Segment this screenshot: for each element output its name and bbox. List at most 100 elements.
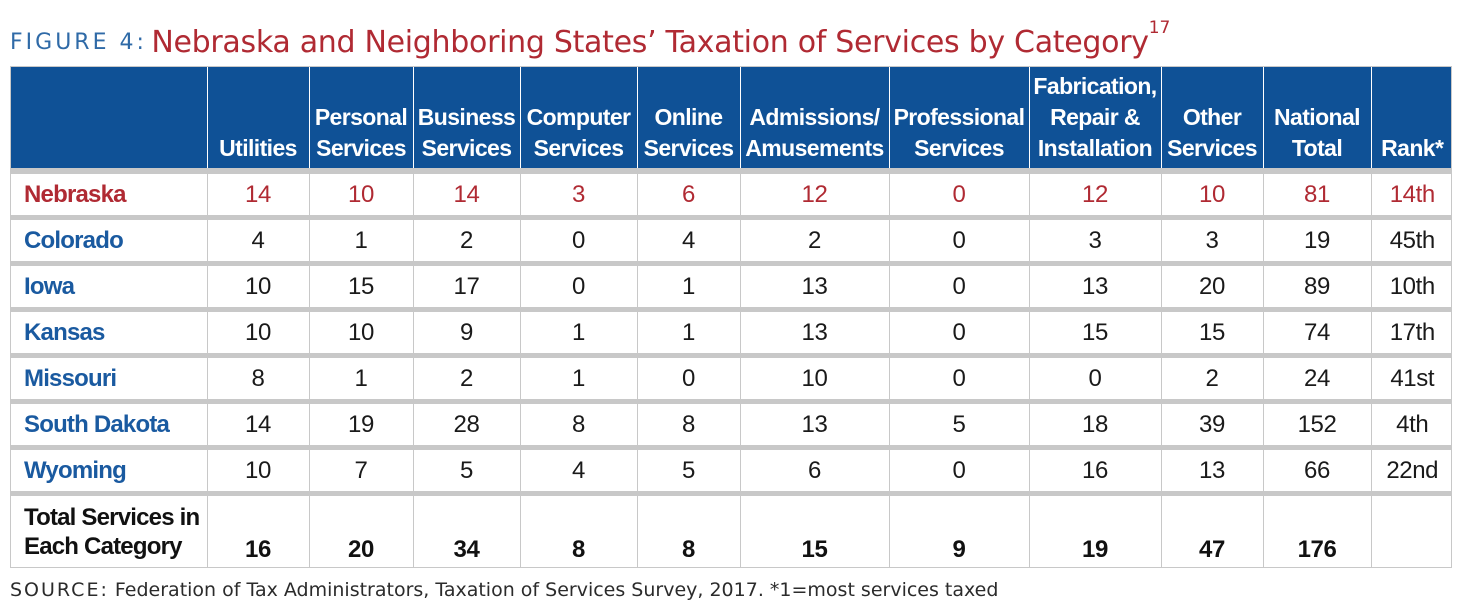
header-row: Utilities Personal Services Business Ser… xyxy=(11,67,1451,171)
table-cell: 15 xyxy=(1028,307,1161,356)
table-cell: 89 xyxy=(1262,261,1371,310)
state-name-cell: Kansas xyxy=(11,307,207,356)
source-label: SOURCE: xyxy=(10,579,109,601)
table-cell: 0 xyxy=(1028,353,1161,402)
table-cell: 14 xyxy=(206,399,309,448)
header-cell-admissions-amusements: Admissions/ Amusements xyxy=(739,67,889,171)
header-cell-computer-services: Computer Services xyxy=(519,67,637,171)
table-cell: 4th xyxy=(1370,399,1451,448)
table-cell: 10 xyxy=(206,307,309,356)
table-cell: 15 xyxy=(1160,307,1263,356)
total-cell: 9 xyxy=(888,491,1029,567)
source-note: SOURCE: Federation of Tax Administrators… xyxy=(10,577,998,603)
table-cell: 4 xyxy=(206,215,309,264)
table-cell: 41st xyxy=(1370,353,1451,402)
table-cell: 7 xyxy=(308,445,413,494)
total-cell: 8 xyxy=(519,491,637,567)
table-cell: 2 xyxy=(1160,353,1263,402)
total-label-cell: Total Services in Each Category xyxy=(11,491,207,567)
table-cell: 17 xyxy=(412,261,520,310)
table-cell: 1 xyxy=(519,307,637,356)
header-cell-national-total: National Total xyxy=(1262,67,1371,171)
table-cell: 4 xyxy=(519,445,637,494)
table-cell: 5 xyxy=(888,399,1029,448)
figure-title: FIGURE 4: Nebraska and Neighboring State… xyxy=(10,6,1170,60)
table-cell: 10 xyxy=(739,353,889,402)
table-cell: 8 xyxy=(636,399,740,448)
header-cell-utilities: Utilities xyxy=(206,67,309,171)
table-cell: 16 xyxy=(1028,445,1161,494)
table-cell: 1 xyxy=(636,307,740,356)
total-cell: 47 xyxy=(1160,491,1263,567)
total-row: Total Services in Each Category 16 20 34 8 8 1… xyxy=(11,491,1451,567)
table-cell: 13 xyxy=(739,261,889,310)
total-cell: 16 xyxy=(206,491,309,567)
table-cell: 3 xyxy=(1160,215,1263,264)
state-name-cell: Missouri xyxy=(11,353,207,402)
header-cell-other-services: Other Services xyxy=(1160,67,1263,171)
table-cell: 10 xyxy=(308,168,413,218)
header-cell-personal-services: Personal Services xyxy=(308,67,413,171)
table-cell: 6 xyxy=(739,445,889,494)
header-cell-online-services: Online Services xyxy=(636,67,740,171)
table-cell: 10th xyxy=(1370,261,1451,310)
figure-heading: Nebraska and Neighboring States’ Taxatio… xyxy=(151,24,1149,60)
table-cell: 0 xyxy=(888,353,1029,402)
table-row: Missouri 8 1 2 1 0 10 0 0 2 24 41st xyxy=(11,353,1451,402)
table-cell: 81 xyxy=(1262,168,1371,218)
table-cell: 10 xyxy=(308,307,413,356)
table-cell: 9 xyxy=(412,307,520,356)
table-cell: 3 xyxy=(519,168,637,218)
table-cell: 45th xyxy=(1370,215,1451,264)
figure-label: FIGURE 4: xyxy=(10,29,147,55)
table-cell: 0 xyxy=(519,215,637,264)
table-cell: 2 xyxy=(739,215,889,264)
total-cell xyxy=(1370,491,1451,567)
table-cell: 14th xyxy=(1370,168,1451,218)
header-cell-fabrication-repair-installation: Fabrication, Repair & Installation xyxy=(1028,67,1161,171)
table-cell: 20 xyxy=(1160,261,1263,310)
table-cell: 3 xyxy=(1028,215,1161,264)
total-cell: 176 xyxy=(1262,491,1371,567)
table-cell: 10 xyxy=(206,445,309,494)
table-cell: 12 xyxy=(1028,168,1161,218)
table-cell: 10 xyxy=(1160,168,1263,218)
table-cell: 12 xyxy=(739,168,889,218)
header-cell-professional-services: Professional Services xyxy=(888,67,1029,171)
table-cell: 18 xyxy=(1028,399,1161,448)
table-cell: 14 xyxy=(206,168,309,218)
source-text: Federation of Tax Administrators, Taxati… xyxy=(114,579,999,601)
table-cell: 0 xyxy=(888,307,1029,356)
table-row: Wyoming 10 7 5 4 5 6 0 16 13 66 22nd xyxy=(11,445,1451,494)
table-cell: 0 xyxy=(888,445,1029,494)
table-cell: 0 xyxy=(888,261,1029,310)
table-cell: 19 xyxy=(308,399,413,448)
table-cell: 8 xyxy=(519,399,637,448)
table-cell: 15 xyxy=(308,261,413,310)
table-row: Nebraska 14 10 14 3 6 12 0 12 10 81 14th xyxy=(11,168,1451,218)
table-cell: 0 xyxy=(519,261,637,310)
table-cell: 28 xyxy=(412,399,520,448)
table-cell: 4 xyxy=(636,215,740,264)
table-row: Iowa 10 15 17 0 1 13 0 13 20 89 10th xyxy=(11,261,1451,310)
table-cell: 0 xyxy=(888,215,1029,264)
table-cell: 66 xyxy=(1262,445,1371,494)
table-cell: 13 xyxy=(1028,261,1161,310)
table-cell: 17th xyxy=(1370,307,1451,356)
table-cell: 13 xyxy=(739,307,889,356)
table-cell: 5 xyxy=(636,445,740,494)
state-name-cell: Iowa xyxy=(11,261,207,310)
table-cell: 13 xyxy=(739,399,889,448)
state-name-cell: Colorado xyxy=(11,215,207,264)
services-table: Utilities Personal Services Business Ser… xyxy=(11,67,1451,567)
table-cell: 1 xyxy=(519,353,637,402)
total-cell: 15 xyxy=(739,491,889,567)
table-cell: 24 xyxy=(1262,353,1371,402)
table-cell: 19 xyxy=(1262,215,1371,264)
header-cell-rank: Rank* xyxy=(1370,67,1451,171)
table-cell: 22nd xyxy=(1370,445,1451,494)
state-name-cell: South Dakota xyxy=(11,399,207,448)
total-cell: 34 xyxy=(412,491,520,567)
table-cell: 152 xyxy=(1262,399,1371,448)
table-cell: 1 xyxy=(308,215,413,264)
